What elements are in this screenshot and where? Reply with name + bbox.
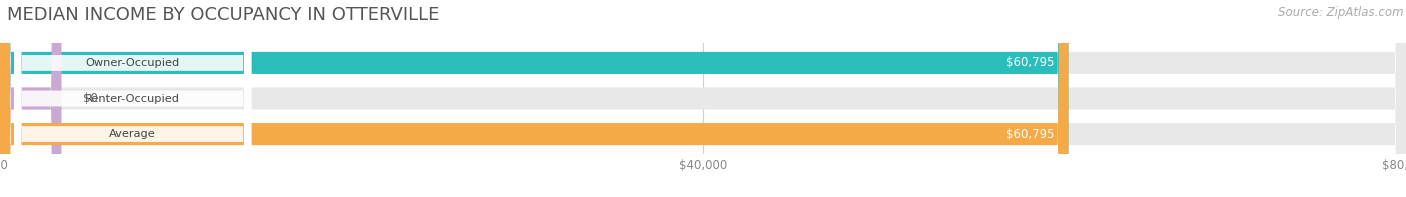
FancyBboxPatch shape <box>14 0 252 197</box>
Text: Owner-Occupied: Owner-Occupied <box>86 58 180 68</box>
FancyBboxPatch shape <box>0 0 62 197</box>
Text: Renter-Occupied: Renter-Occupied <box>86 94 180 103</box>
FancyBboxPatch shape <box>0 0 1069 197</box>
FancyBboxPatch shape <box>0 0 1069 197</box>
Text: $60,795: $60,795 <box>1005 56 1054 69</box>
Text: Source: ZipAtlas.com: Source: ZipAtlas.com <box>1278 6 1403 19</box>
Text: Average: Average <box>110 129 156 139</box>
Text: MEDIAN INCOME BY OCCUPANCY IN OTTERVILLE: MEDIAN INCOME BY OCCUPANCY IN OTTERVILLE <box>7 6 440 24</box>
Text: $0: $0 <box>83 92 97 105</box>
Text: $60,795: $60,795 <box>1005 128 1054 141</box>
FancyBboxPatch shape <box>14 0 252 197</box>
FancyBboxPatch shape <box>14 0 252 197</box>
